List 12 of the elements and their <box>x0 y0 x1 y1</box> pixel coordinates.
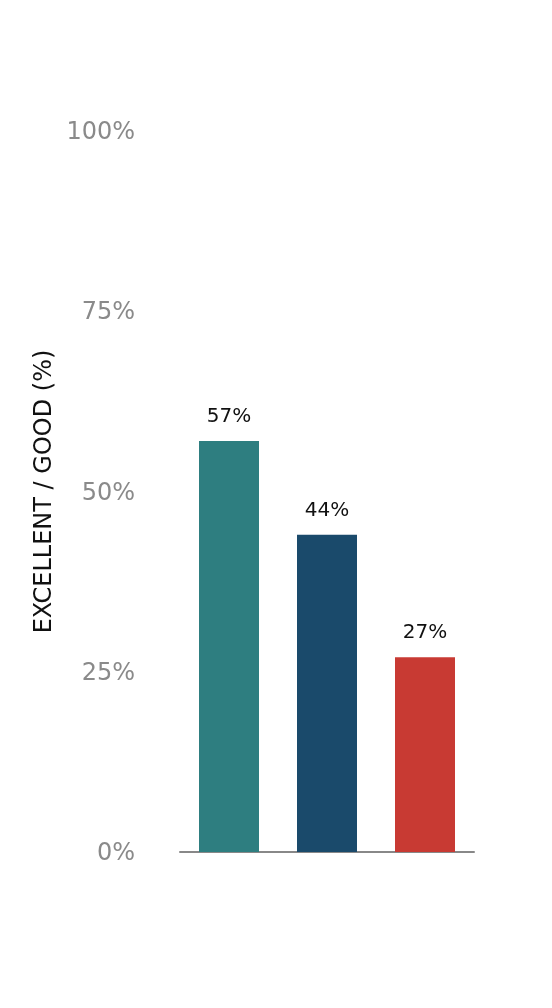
y-tick-label: 50% <box>81 477 135 506</box>
y-tick-label: 100% <box>66 117 135 145</box>
bar <box>199 441 259 852</box>
data-label: 27% <box>402 619 448 644</box>
y-tick-label: 25% <box>81 657 135 686</box>
bar <box>297 534 357 852</box>
data-label: 44% <box>304 496 350 521</box>
bar <box>395 657 455 852</box>
data-label: 57% <box>206 403 252 428</box>
y-axis-title: EXCELLENT / GOOD (%) <box>29 349 58 634</box>
y-tick-label: 0% <box>96 838 135 866</box>
y-tick-label: 75% <box>81 297 135 326</box>
